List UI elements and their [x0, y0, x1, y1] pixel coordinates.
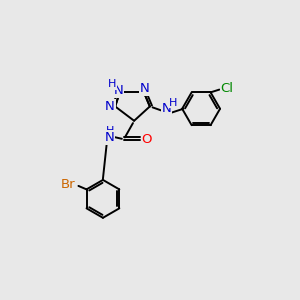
Text: N: N: [114, 85, 124, 98]
Text: O: O: [142, 133, 152, 146]
Text: H: H: [108, 79, 117, 89]
Text: Cl: Cl: [221, 82, 234, 95]
Text: N: N: [140, 82, 149, 95]
Text: Br: Br: [61, 178, 76, 191]
Text: N: N: [162, 102, 171, 115]
Text: H: H: [106, 126, 114, 136]
Text: N: N: [105, 100, 115, 113]
Text: N: N: [105, 131, 115, 144]
Text: H: H: [169, 98, 177, 107]
